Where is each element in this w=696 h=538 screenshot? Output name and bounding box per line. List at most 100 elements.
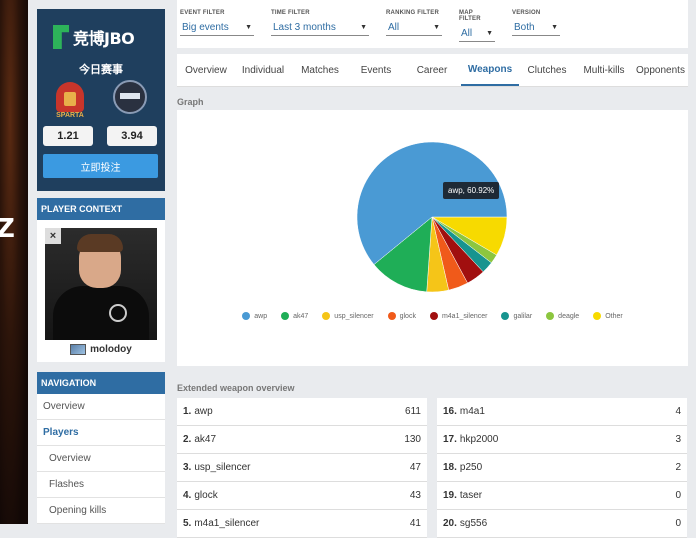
legend-item-ak47[interactable]: ak47 (281, 312, 308, 320)
nav-item-opening-kills[interactable]: Opening kills (37, 498, 165, 524)
background-glyph: Z (0, 214, 15, 244)
legend-swatch-icon (429, 312, 438, 320)
graph-title: Graph (177, 97, 204, 107)
weapon-name: 19. taser (443, 490, 482, 501)
table-row: 18. p250 2 (437, 454, 687, 482)
weapon-name: 2. ak47 (183, 434, 216, 445)
ranking-filter-select[interactable]: All ▼ (386, 20, 442, 36)
weapon-name: 3. usp_silencer (183, 462, 251, 473)
pie-slice-awp[interactable] (356, 141, 508, 265)
pie-slice-ak47[interactable] (373, 216, 433, 293)
weapon-label: awp (194, 406, 213, 417)
legend-label: m4a1_silencer (441, 312, 488, 320)
player-name-row[interactable]: molodoy (37, 344, 165, 355)
tab-individual[interactable]: Individual (241, 64, 285, 76)
legend-label: glock (399, 312, 416, 320)
weapon-kills: 4 (675, 406, 681, 417)
navigation-list: Overview Players Overview Flashes Openin… (37, 394, 165, 524)
legend-label: galilar (513, 312, 533, 320)
weapon-rank: 19. (443, 490, 457, 501)
player-name: molodoy (90, 344, 132, 355)
navigation-header: NAVIGATION (37, 372, 165, 394)
tab-overview[interactable]: Overview (185, 64, 227, 76)
time-filter-select[interactable]: Last 3 months ▼ (271, 20, 369, 36)
table-row: 4. glock 43 (177, 482, 427, 510)
tab-opponents[interactable]: Opponents (636, 64, 685, 76)
map-filter-select[interactable]: All ▼ (459, 26, 495, 42)
legend-item-glock[interactable]: glock (387, 312, 416, 320)
legend-item-deagle[interactable]: deagle (546, 312, 579, 320)
tab-events[interactable]: Events (360, 64, 392, 76)
legend-swatch-icon (322, 312, 331, 320)
sponsor-logo-icon (53, 25, 69, 49)
today-matches-label: 今日赛事 (79, 63, 123, 76)
weapon-rank: 16. (443, 406, 457, 417)
nav-item-overview[interactable]: Overview (37, 394, 165, 420)
version-filter-value: Both (514, 22, 535, 33)
sponsor-logo-text: 竞博JBO (73, 29, 135, 48)
pie-tooltip: awp, 60.92% (443, 182, 500, 199)
weapon-label: ak47 (194, 434, 217, 445)
table-row: 16. m4a1 4 (437, 398, 687, 426)
tab-matches[interactable]: Matches (301, 64, 339, 76)
event-filter[interactable]: EVENT FILTER Big events ▼ (180, 10, 254, 36)
ranking-filter[interactable]: RANKING FILTER All ▼ (386, 10, 442, 36)
nav-item-players-overview[interactable]: Overview (37, 446, 165, 472)
table-row: 3. usp_silencer 47 (177, 454, 427, 482)
map-filter[interactable]: MAP FILTER All ▼ (459, 10, 495, 42)
background-art: Z (0, 0, 28, 524)
time-filter-value: Last 3 months (273, 22, 336, 33)
weapons-table-left: 1. awp 611 2. ak47 130 3. usp_silencer 47 4. glock… (177, 398, 427, 538)
legend-label: awp (254, 312, 268, 320)
event-filter-select[interactable]: Big events ▼ (180, 20, 254, 36)
legend-swatch-icon (546, 312, 555, 320)
legend-swatch-icon (242, 312, 251, 320)
tab-clutches[interactable]: Clutches (527, 64, 567, 76)
odds-team-a[interactable]: 1.21 (43, 126, 93, 146)
sponsor-ad[interactable]: 竞博JBO 今日赛事 SPARTA 1.21 3.94 立即投注 (37, 9, 165, 191)
weapon-label: usp_silencer (194, 462, 251, 473)
bet-now-button[interactable]: 立即投注 (43, 154, 158, 178)
player-hair (77, 234, 123, 252)
legend-item-usp-silencer[interactable]: usp_silencer (322, 312, 374, 320)
team-a-label: SPARTA (56, 112, 84, 119)
weapon-kills: 47 (409, 462, 421, 473)
team-b-logo (111, 77, 149, 117)
odds-team-b[interactable]: 3.94 (107, 126, 157, 146)
weapon-name: 4. glock (183, 490, 218, 501)
nav-item-players[interactable]: Players (37, 420, 165, 446)
legend-swatch-icon (281, 312, 290, 320)
legend-label: ak47 (293, 312, 309, 320)
weapon-rank: 1. (183, 406, 192, 417)
sponsor-logo: 竞博JBO (53, 23, 153, 51)
weapon-kills: 43 (409, 490, 421, 501)
tab-multi-kills[interactable]: Multi-kills (583, 64, 625, 76)
nav-item-flashes[interactable]: Flashes (37, 472, 165, 498)
weapon-name: 16. m4a1 (443, 406, 485, 417)
weapon-kills: 2 (675, 462, 681, 473)
team-crest-icon (109, 304, 127, 322)
time-filter[interactable]: TIME FILTER Last 3 months ▼ (271, 10, 369, 36)
legend-item-awp[interactable]: awp (242, 312, 267, 320)
weapon-rank: 4. (183, 490, 192, 501)
weapon-label: taser (459, 490, 483, 501)
pie-legend: awp ak47 usp_silencer glock m4a1_silencer gal… (177, 312, 688, 320)
legend-item-other[interactable]: Other (593, 312, 623, 320)
legend-item-galilar[interactable]: galilar (501, 312, 532, 320)
chevron-down-icon: ▼ (433, 24, 440, 31)
tab-weapons[interactable]: Weapons (461, 54, 519, 86)
version-filter-select[interactable]: Both ▼ (512, 20, 560, 36)
flag-icon (70, 344, 87, 355)
weapons-table-right: 16. m4a1 4 17. hkp2000 3 18. p250 2 19. taser 0 20. s… (437, 398, 687, 538)
legend-item-m4a1-silencer[interactable]: m4a1_silencer (429, 312, 488, 320)
table-row: 17. hkp2000 3 (437, 426, 687, 454)
close-icon[interactable]: × (45, 228, 61, 244)
legend-label: Other (605, 312, 623, 320)
version-filter[interactable]: VERSION Both ▼ (512, 10, 560, 36)
legend-swatch-icon (593, 312, 602, 320)
map-filter-label: MAP FILTER (459, 10, 481, 22)
tab-career[interactable]: Career (416, 64, 448, 76)
weapon-rank: 18. (443, 462, 457, 473)
weapon-name: 18. p250 (443, 462, 482, 473)
weapon-kills: 611 (405, 406, 421, 417)
